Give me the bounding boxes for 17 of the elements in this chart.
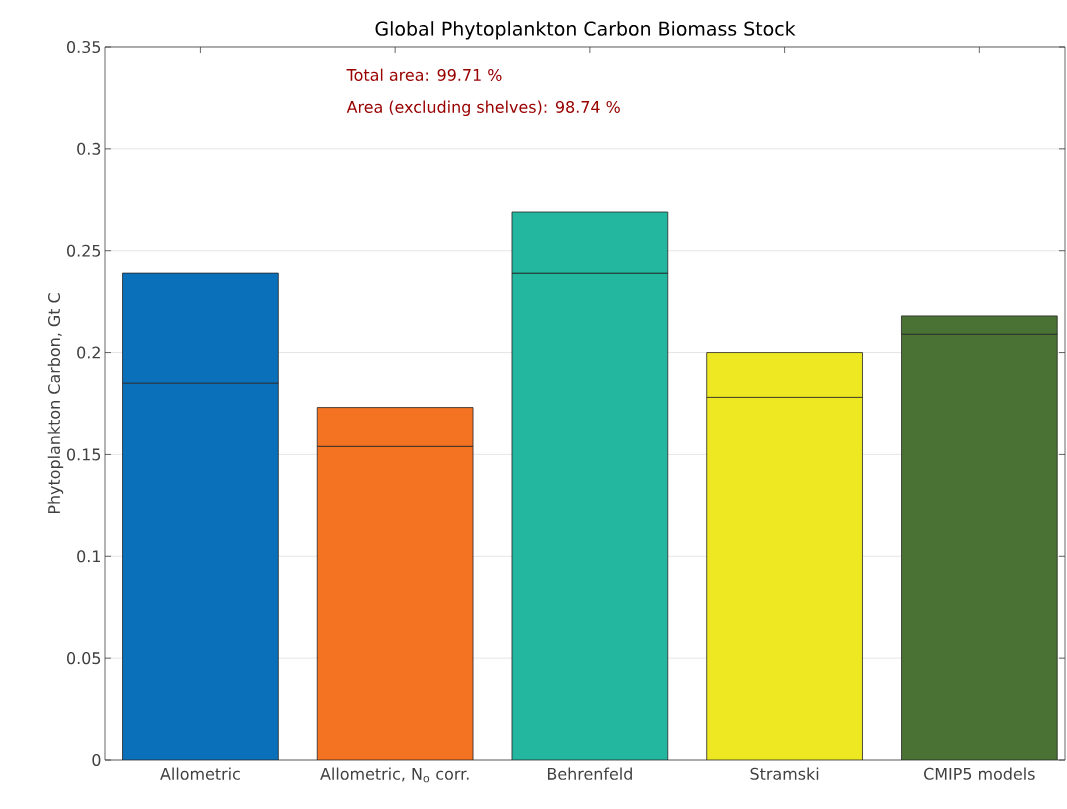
x-tick-label: Allometric xyxy=(160,767,240,780)
y-tick-label: 0.1 xyxy=(77,550,101,563)
y-tick-label: 0.15 xyxy=(67,448,101,461)
chart-title: Global Phytoplankton Carbon Biomass Stock xyxy=(375,21,796,40)
y-tick-label: 0.2 xyxy=(77,346,100,359)
x-tick-label: Behrenfeld xyxy=(547,767,632,780)
annotation: Total area: 99.71 % xyxy=(346,68,502,81)
y-axis-title: Phytoplankton Carbon, Gt C xyxy=(47,293,64,514)
y-tick-label: 0.35 xyxy=(67,40,101,54)
y-tick-label: 0 xyxy=(92,753,101,767)
y-tick-label: 0.3 xyxy=(77,142,101,155)
x-tick-label: Allometric, N$_{o}$ corr. xyxy=(320,767,469,783)
y-tick-label: 0.05 xyxy=(67,652,101,665)
y-tick-label: 0.25 xyxy=(67,244,101,257)
annotation: Area (excluding shelves): 98.74 % xyxy=(346,100,620,117)
x-tick-label: CMIP5 models xyxy=(924,767,1035,780)
x-tick-label: Stramski xyxy=(750,767,819,780)
